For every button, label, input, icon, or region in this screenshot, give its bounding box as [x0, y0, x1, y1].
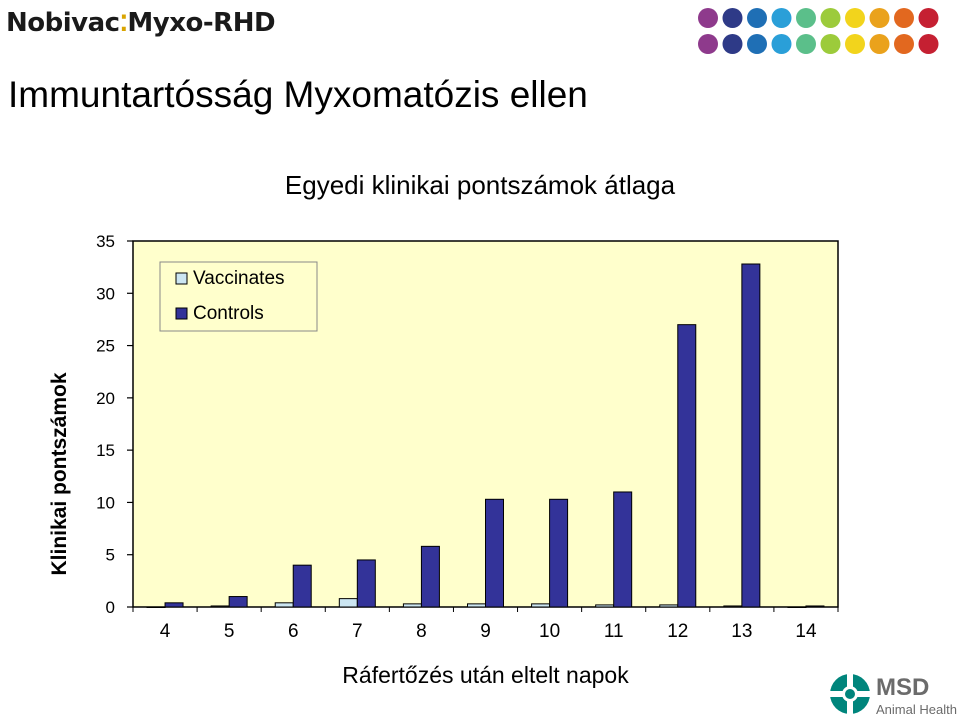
bar-controls-11: [613, 491, 633, 608]
chart-title: Egyedi klinikai pontszámok átlaga: [285, 170, 676, 200]
decorative-dot: [894, 34, 914, 54]
decorative-dot: [722, 8, 743, 28]
decorative-dot: [796, 34, 816, 54]
decorative-dot: [771, 8, 792, 28]
x-tick-label: 11: [604, 621, 624, 642]
legend-label: Controls: [193, 303, 264, 324]
legend-label: Vaccinates: [193, 268, 285, 289]
x-tick-label: 5: [224, 621, 235, 642]
bar-controls-6: [292, 564, 312, 608]
decorative-dot: [845, 8, 865, 28]
bar-controls-8: [420, 545, 440, 608]
bar-controls-7: [356, 559, 376, 608]
bar-vaccinates-13: [723, 605, 743, 608]
bar-controls-10: [549, 498, 569, 608]
bar-vaccinates-12: [659, 604, 679, 608]
decorative-dot: [747, 8, 767, 28]
x-tick-label: 13: [731, 621, 752, 642]
y-tick-label: 20: [96, 389, 115, 408]
decorative-dot: [771, 34, 792, 54]
decorative-dot: [820, 8, 841, 28]
decorative-dot: [894, 8, 914, 28]
logo-subtext: Animal Health: [876, 702, 957, 717]
y-tick-label: 0: [106, 598, 115, 617]
y-tick-label: 5: [106, 546, 115, 565]
legend-swatch: [175, 272, 188, 285]
brand-logo: Nobivac⁚Myxo-RHD: [6, 8, 276, 38]
bar-vaccinates-9: [467, 603, 486, 608]
bar-vaccinates-10: [531, 603, 551, 608]
bar-vaccinates-4: [146, 606, 166, 608]
decorative-dot: [918, 8, 939, 28]
msd-logo: MSD Animal Health: [828, 672, 957, 718]
decorative-dot: [918, 34, 939, 54]
logo-text: MSD: [876, 674, 930, 701]
x-tick-label: 12: [667, 621, 688, 642]
decorative-dot: [722, 34, 743, 54]
brand-name: Nobivac: [6, 8, 120, 38]
bar-controls-13: [741, 263, 761, 608]
x-axis-label: Ráfertőzés után eltelt napok: [342, 662, 629, 688]
msd-logo-mark-icon: [830, 674, 870, 714]
x-tick-label: 10: [539, 621, 560, 642]
bar-vaccinates-8: [402, 603, 422, 608]
bar-vaccinates-6: [274, 602, 294, 608]
legend: Vaccinates Controls: [159, 261, 318, 332]
decorative-dot-grid: [698, 8, 939, 54]
y-tick-label: 30: [96, 284, 115, 303]
decorative-dot: [698, 8, 718, 28]
product-name: Myxo-RHD: [127, 8, 276, 38]
x-tick-label: 14: [795, 621, 817, 642]
bar-controls-14: [805, 605, 825, 608]
decorative-dot: [796, 8, 816, 28]
x-tick-label: 7: [352, 621, 363, 642]
bar-vaccinates-11: [595, 604, 615, 608]
decorative-dot: [698, 34, 718, 54]
legend-swatch: [175, 307, 188, 320]
y-tick-label: 35: [96, 232, 115, 251]
y-tick-label: 25: [96, 337, 115, 356]
x-tick-label: 8: [416, 621, 427, 642]
y-tick-label: 10: [96, 493, 115, 512]
decorative-dot: [747, 34, 767, 54]
x-tick-label: 6: [288, 621, 299, 642]
bar-vaccinates-7: [338, 598, 358, 608]
bar-controls-5: [228, 596, 248, 608]
bar-controls-9: [485, 498, 504, 608]
y-axis-label: Klinikai pontszámok: [48, 372, 71, 575]
bar-vaccinates-5: [210, 605, 230, 608]
bar-vaccinates-14: [787, 606, 807, 608]
x-tick-label: 9: [480, 621, 491, 642]
x-tick-label: 4: [160, 621, 171, 642]
y-tick-label: 15: [96, 441, 115, 460]
decorative-dot: [869, 34, 890, 54]
bar-controls-12: [677, 324, 697, 608]
page-title: Immuntartósság Myxomatózis ellen: [8, 74, 588, 115]
brand-separator: ⁚: [119, 12, 128, 37]
decorative-dot: [869, 8, 890, 28]
decorative-dot: [820, 34, 841, 54]
decorative-dot: [845, 34, 865, 54]
bar-controls-4: [164, 602, 184, 608]
